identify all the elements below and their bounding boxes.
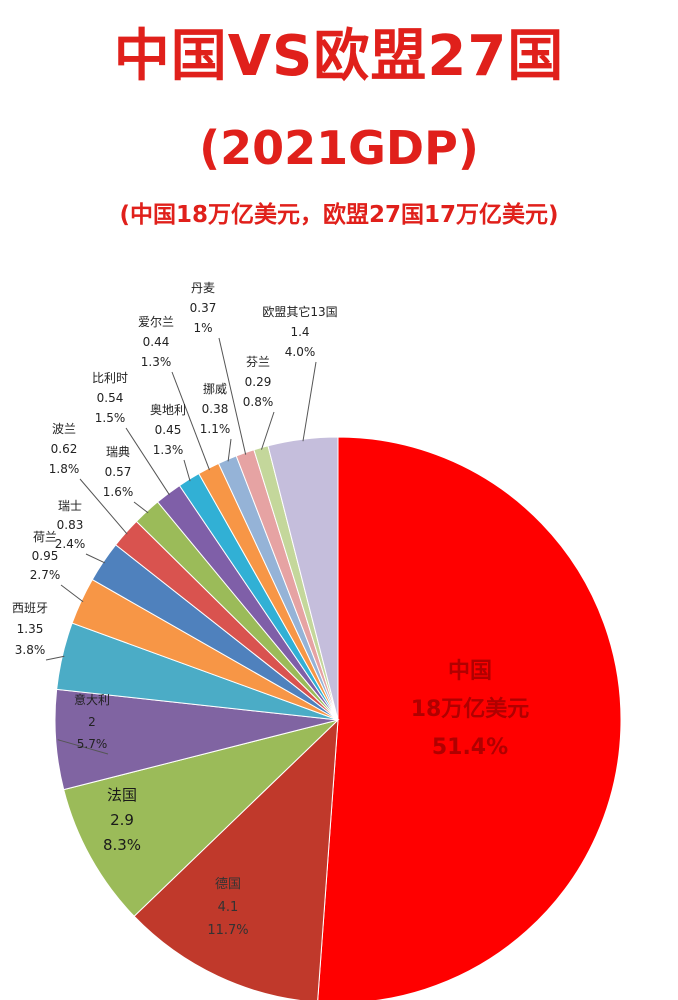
slice-percent-7: 1.8% [49,462,80,476]
slice-percent-15: 4.0% [285,345,316,359]
leader-line-3 [57,739,109,755]
slice-label-3: 意大利 [74,692,110,707]
pie-slice-2 [63,719,340,917]
slice-value-14: 0.29 [245,375,272,389]
pie-slice-0 [317,436,622,1000]
slice-label-2: 法国 [107,786,137,804]
page-note: (中国18万亿美元，欧盟27国17万亿美元) [119,202,559,228]
page-title: 中国VS欧盟27国 [113,24,565,89]
slice-label-6: 瑞士 [58,499,82,513]
slice-label-10: 奥地利 [150,403,186,417]
leader-line-15 [302,361,317,442]
slice-value-15: 1.4 [290,325,309,339]
slice-label-1: 德国 [215,877,241,892]
leader-line-7 [79,478,128,535]
slice-label-15: 欧盟其它13国 [262,304,337,319]
slice-value-1: 4.1 [218,900,239,915]
slice-label-13: 丹麦 [191,281,215,295]
slice-value-0: 18万亿美元 [411,696,530,722]
slice-value-2: 2.9 [110,811,134,829]
slice-label-4: 西班牙 [12,601,48,615]
leader-line-5 [60,584,84,603]
slice-label-14: 芬兰 [246,355,270,369]
slice-percent-14: 0.8% [243,395,274,409]
leader-line-12 [227,438,232,462]
leader-line-4 [45,655,65,661]
leader-lines [45,337,317,755]
slice-percent-5: 2.7% [30,568,61,582]
slice-value-11: 0.44 [143,335,170,349]
leader-line-6 [85,553,106,564]
slice-percent-3: 5.7% [77,737,108,751]
slice-percent-9: 1.5% [95,411,126,425]
slice-label-11: 爱尔兰 [138,314,174,329]
slice-label-12: 挪威 [203,382,227,396]
slice-label-7: 波兰 [52,422,76,436]
slice-percent-1: 11.7% [207,923,248,938]
slice-value-5: 0.95 [32,549,59,563]
slice-percent-13: 1% [193,321,212,335]
page-subtitle: (2021GDP) [199,121,479,175]
slice-percent-2: 8.3% [103,836,141,854]
slice-percent-6: 2.4% [55,537,86,551]
slice-labels: 中国 18万亿美元 51.4% 德国 4.1 11.7% 法国 2.9 8.3% 意大利 2 5.7%… [12,281,529,938]
slice-label-5: 荷兰 [33,530,57,544]
slice-label-9: 比利时 [92,371,128,385]
slice-label-0: 中国 [448,659,492,684]
leader-line-10 [183,459,191,482]
slice-value-12: 0.38 [202,402,229,416]
slice-percent-8: 1.6% [103,485,134,499]
slice-value-13: 0.37 [190,301,217,315]
pie-slices [54,436,622,1000]
slice-value-7: 0.62 [51,442,78,456]
slice-value-8: 0.57 [105,465,132,479]
leader-line-9 [125,427,170,496]
slice-percent-12: 1.1% [200,422,231,436]
slice-percent-0: 51.4% [432,735,508,760]
leader-line-13 [218,337,247,455]
slice-value-9: 0.54 [97,391,124,405]
slice-value-3: 2 [88,715,96,729]
leader-line-14 [260,411,275,450]
slice-label-8: 瑞典 [106,445,130,459]
pie-slice-1 [133,718,339,1000]
leader-line-8 [133,501,149,514]
slice-percent-10: 1.3% [153,443,184,457]
slice-value-6: 0.83 [57,518,84,532]
leader-line-11 [171,371,210,471]
slice-percent-4: 3.8% [15,643,46,657]
slice-value-10: 0.45 [155,423,182,437]
slice-value-4: 1.35 [17,622,44,636]
slice-percent-11: 1.3% [141,355,172,369]
pie-slice-15 [267,436,339,721]
